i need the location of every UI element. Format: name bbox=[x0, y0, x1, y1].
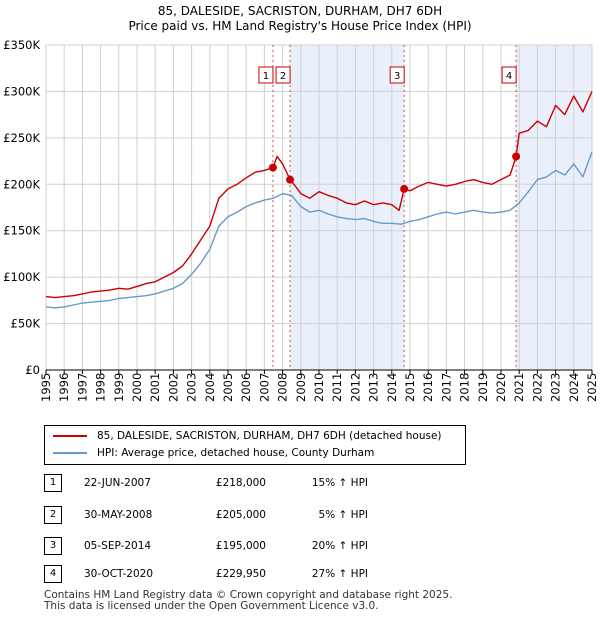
sale-price: £218,000 bbox=[215, 477, 266, 489]
sale-row: 4 30-OCT-2020 £229,950 27% ↑ HPI bbox=[44, 564, 464, 584]
y-tick-label: £200K bbox=[3, 177, 40, 191]
sale-hpi-change: 15% ↑ HPI bbox=[311, 477, 368, 489]
x-tick-label: 2013 bbox=[367, 373, 381, 402]
sale-point bbox=[512, 152, 521, 161]
legend-label-hpi: HPI: Average price, detached house, Coun… bbox=[97, 447, 375, 459]
footer-attribution: Contains HM Land Registry data © Crown c… bbox=[44, 590, 452, 612]
y-tick-label: £300K bbox=[3, 84, 40, 98]
sale-hpi-change: 5% ↑ HPI bbox=[318, 509, 368, 521]
x-tick-label: 2015 bbox=[403, 373, 417, 402]
x-tick-label: 2020 bbox=[494, 373, 508, 402]
sale-date: 05-SEP-2014 bbox=[84, 540, 152, 552]
x-tick-label: 2010 bbox=[312, 373, 326, 402]
x-tick-label: 2023 bbox=[549, 373, 563, 402]
sale-marker-label: 4 bbox=[506, 71, 512, 82]
legend-line-property bbox=[53, 435, 87, 437]
x-tick-label: 2006 bbox=[239, 373, 253, 402]
sale-badge: 2 bbox=[44, 506, 62, 524]
sale-row: 1 22-JUN-2007 £218,000 15% ↑ HPI bbox=[44, 473, 464, 493]
x-tick-label: 2024 bbox=[567, 373, 581, 402]
y-tick-label: £100K bbox=[3, 270, 40, 284]
x-tick-label: 1996 bbox=[57, 373, 71, 402]
sale-marker-badge bbox=[275, 66, 291, 84]
x-tick-label: 2019 bbox=[476, 373, 490, 402]
x-tick-label: 2001 bbox=[148, 373, 162, 402]
sale-badge: 1 bbox=[44, 474, 62, 492]
x-tick-label: 2008 bbox=[276, 373, 290, 402]
legend-line-hpi bbox=[53, 452, 87, 454]
sale-row: 3 05-SEP-2014 £195,000 20% ↑ HPI bbox=[44, 536, 464, 556]
sale-date: 30-OCT-2020 bbox=[84, 568, 153, 580]
grid-lines bbox=[45, 44, 593, 371]
legend-item-hpi: HPI: Average price, detached house, Coun… bbox=[53, 445, 374, 461]
x-tick-label: 2007 bbox=[257, 373, 271, 402]
shaded-region bbox=[290, 45, 405, 370]
sale-badge: 4 bbox=[44, 565, 62, 583]
x-tick-label: 2000 bbox=[130, 373, 144, 402]
sale-point bbox=[400, 184, 409, 193]
sale-price: £195,000 bbox=[215, 540, 266, 552]
sale-marker-label: 3 bbox=[394, 71, 400, 82]
x-tick-label: 1997 bbox=[75, 373, 89, 402]
x-tick-label: 2002 bbox=[166, 373, 180, 402]
y-tick-label: £0 bbox=[25, 363, 40, 377]
chart-series bbox=[45, 91, 593, 309]
sale-row: 2 30-MAY-2008 £205,000 5% ↑ HPI bbox=[44, 505, 464, 525]
property-price-line bbox=[45, 91, 593, 299]
shaded-region bbox=[516, 45, 592, 370]
legend-label-property: 85, DALESIDE, SACRISTON, DURHAM, DH7 6DH… bbox=[97, 430, 442, 442]
sale-points bbox=[268, 152, 521, 193]
x-tick-label: 2017 bbox=[439, 373, 453, 402]
x-tick-label: 2003 bbox=[185, 373, 199, 402]
x-tick-label: 2025 bbox=[585, 373, 599, 402]
x-tick-label: 2016 bbox=[421, 373, 435, 402]
sale-marker-badge bbox=[501, 66, 517, 84]
x-tick-label: 1998 bbox=[94, 373, 108, 402]
sale-date: 22-JUN-2007 bbox=[84, 477, 151, 489]
sale-date: 30-MAY-2008 bbox=[84, 509, 153, 521]
x-tick-label: 2018 bbox=[458, 373, 472, 402]
sale-marker-label: 1 bbox=[263, 71, 269, 82]
x-tick-label: 2005 bbox=[221, 373, 235, 402]
y-tick-label: £50K bbox=[11, 317, 41, 331]
x-tick-label: 2014 bbox=[385, 373, 399, 402]
y-tick-label: £250K bbox=[3, 131, 40, 145]
footer-line-2: This data is licensed under the Open Gov… bbox=[44, 600, 379, 612]
x-tick-label: 2004 bbox=[203, 373, 217, 402]
x-tick-label: 1995 bbox=[39, 373, 53, 402]
x-tick-label: 2022 bbox=[530, 373, 544, 402]
chart-title-address: 85, DALESIDE, SACRISTON, DURHAM, DH7 6DH bbox=[157, 4, 443, 18]
y-tick-label: £350K bbox=[3, 38, 40, 52]
x-tick-label: 2021 bbox=[512, 373, 526, 402]
x-tick-label: 2011 bbox=[330, 373, 344, 402]
footer-line-1: Contains HM Land Registry data © Crown c… bbox=[44, 589, 453, 601]
sale-marker-label: 2 bbox=[280, 71, 286, 82]
sale-point bbox=[286, 175, 295, 184]
sale-marker-badge bbox=[389, 66, 405, 84]
sale-price: £229,950 bbox=[215, 568, 266, 580]
sale-date-lines bbox=[272, 45, 517, 370]
shaded-regions bbox=[290, 45, 592, 370]
hpi-line bbox=[45, 151, 593, 309]
x-tick-label: 1999 bbox=[112, 373, 126, 402]
sale-hpi-change: 20% ↑ HPI bbox=[311, 540, 368, 552]
axes: £0 £50K £100K £150K £200K £250K £300K £350K 1995… bbox=[3, 38, 599, 402]
y-tick-label: £150K bbox=[3, 224, 40, 238]
legend: 85, DALESIDE, SACRISTON, DURHAM, DH7 6DH… bbox=[44, 425, 466, 465]
sale-price: £205,000 bbox=[215, 509, 266, 521]
x-tick-label: 2012 bbox=[348, 373, 362, 402]
x-tick-label: 2009 bbox=[294, 373, 308, 402]
sale-hpi-change: 27% ↑ HPI bbox=[311, 568, 368, 580]
sale-marker-badge bbox=[258, 66, 274, 84]
chart-title-subtitle: Price paid vs. HM Land Registry's House … bbox=[128, 19, 472, 33]
sale-point bbox=[268, 163, 277, 172]
legend-item-property: 85, DALESIDE, SACRISTON, DURHAM, DH7 6DH… bbox=[53, 428, 442, 444]
sale-badge: 3 bbox=[44, 537, 62, 555]
